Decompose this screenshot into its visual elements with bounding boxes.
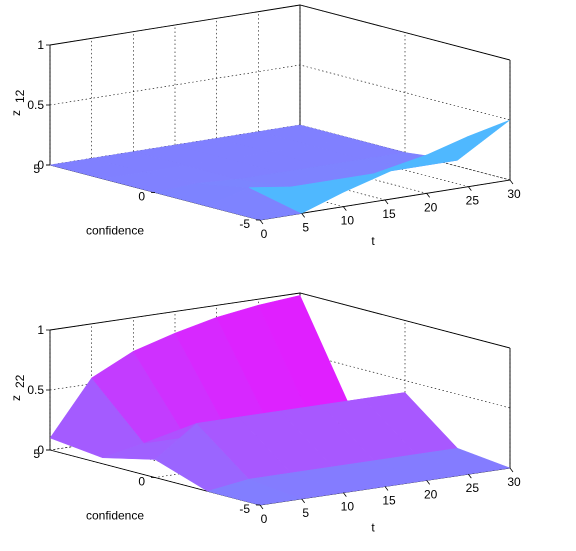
svg-text:22: 22 [13, 374, 27, 388]
x-tick-label: 0 [261, 512, 268, 526]
y-axis-label: confidence [86, 224, 144, 238]
x-axis-label: t [371, 520, 375, 534]
z-axis-label: z 22 [9, 374, 27, 401]
svg-text:z: z [9, 110, 23, 116]
z-axis-label: z 12 [9, 89, 27, 116]
x-axis-label: t [371, 234, 375, 248]
x-tick-label: 30 [507, 187, 521, 201]
x-tick-label: 30 [507, 475, 521, 489]
surface [49, 295, 511, 506]
y-axis-label: confidence [86, 509, 144, 523]
z-tick-label: 0.5 [27, 383, 44, 397]
z-tick-label: 0 [37, 443, 44, 457]
surface [49, 119, 511, 221]
x-tick-label: 0 [261, 227, 268, 241]
y-tick-label: 5 [33, 162, 40, 176]
z-tick-label: 1 [37, 323, 44, 337]
x-tick-label: 20 [424, 200, 438, 214]
x-tick-label: 5 [302, 220, 309, 234]
x-tick-label: 10 [341, 500, 355, 514]
y-tick-label: 0 [138, 475, 145, 489]
x-tick-label: 5 [302, 506, 309, 520]
z-tick-label: 1 [37, 38, 44, 52]
y-tick-label: -5 [239, 502, 250, 516]
x-tick-label: 25 [466, 481, 480, 495]
svg-text:12: 12 [13, 89, 27, 103]
surface-patch [415, 119, 511, 168]
y-tick-label: 0 [138, 190, 145, 204]
x-tick-label: 10 [341, 214, 355, 228]
x-tick-label: 15 [382, 207, 396, 221]
x-tick-label: 15 [382, 494, 396, 508]
y-tick-label: 5 [33, 447, 40, 461]
x-tick-label: 20 [424, 487, 438, 501]
z-tick-label: 0.5 [27, 98, 44, 112]
svg-text:z: z [9, 395, 23, 401]
z-tick-label: 0 [37, 158, 44, 172]
x-tick-label: 25 [466, 194, 480, 208]
y-tick-label: -5 [239, 217, 250, 231]
